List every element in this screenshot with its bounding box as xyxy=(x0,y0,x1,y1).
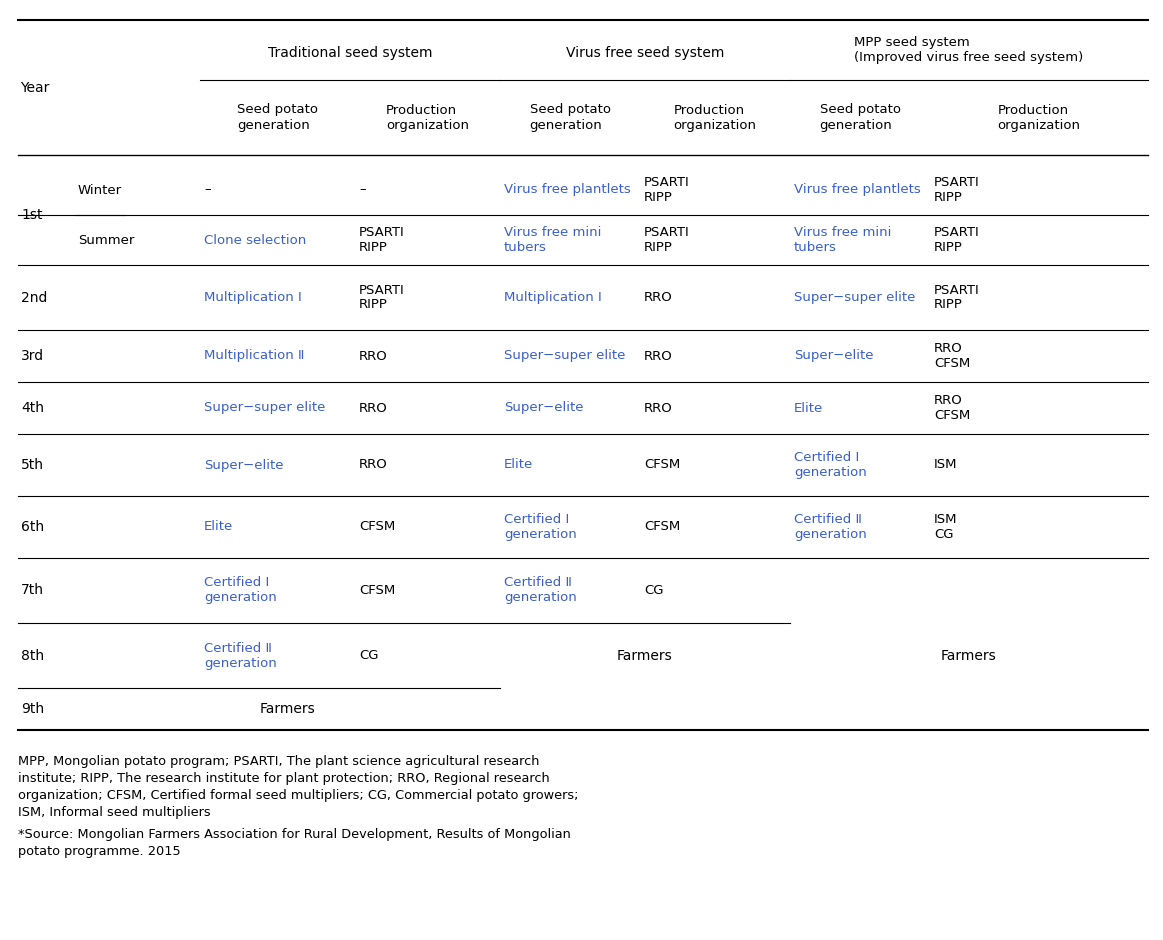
Text: CFSM: CFSM xyxy=(644,521,680,534)
Text: Virus free seed system: Virus free seed system xyxy=(566,46,725,60)
Text: Certified Ⅰ
generation: Certified Ⅰ generation xyxy=(204,576,277,604)
Text: –: – xyxy=(359,183,365,196)
Text: RRO: RRO xyxy=(359,401,387,415)
Text: Elite: Elite xyxy=(794,401,823,415)
Text: Production
organization: Production organization xyxy=(386,103,469,132)
Text: 8th: 8th xyxy=(21,649,44,663)
Text: Year: Year xyxy=(20,81,49,95)
Text: Super−elite: Super−elite xyxy=(794,350,873,363)
Text: Certified Ⅱ
generation: Certified Ⅱ generation xyxy=(504,576,577,604)
Text: *Source: Mongolian Farmers Association for Rural Development, Results of Mongoli: *Source: Mongolian Farmers Association f… xyxy=(17,828,571,841)
Text: Virus free mini
tubers: Virus free mini tubers xyxy=(504,226,601,254)
Text: MPP, Mongolian potato program; PSARTI, The plant science agricultural research: MPP, Mongolian potato program; PSARTI, T… xyxy=(17,755,540,768)
Text: PSARTI
RIPP: PSARTI RIPP xyxy=(934,284,979,311)
Text: Winter: Winter xyxy=(78,183,122,196)
Text: ISM, Informal seed multipliers: ISM, Informal seed multipliers xyxy=(17,806,211,819)
Text: Certified Ⅰ
generation: Certified Ⅰ generation xyxy=(794,451,866,479)
Text: Multiplication Ⅱ: Multiplication Ⅱ xyxy=(204,350,305,363)
Text: PSARTI
RIPP: PSARTI RIPP xyxy=(934,226,979,254)
Text: Elite: Elite xyxy=(504,459,534,472)
Text: RRO
CFSM: RRO CFSM xyxy=(934,394,970,422)
Text: Multiplication Ⅰ: Multiplication Ⅰ xyxy=(504,291,601,304)
Text: Multiplication Ⅰ: Multiplication Ⅰ xyxy=(204,291,301,304)
Text: Seed potato
generation: Seed potato generation xyxy=(529,103,611,132)
Text: CG: CG xyxy=(644,584,664,597)
Text: PSARTI
RIPP: PSARTI RIPP xyxy=(934,176,979,204)
Text: CG: CG xyxy=(359,649,378,662)
Text: Super−elite: Super−elite xyxy=(504,401,584,415)
Text: PSARTI
RIPP: PSARTI RIPP xyxy=(359,284,405,311)
Text: RRO: RRO xyxy=(644,401,672,415)
Text: Summer: Summer xyxy=(78,233,135,246)
Text: –: – xyxy=(204,183,211,196)
Text: CFSM: CFSM xyxy=(644,459,680,472)
Text: Virus free plantlets: Virus free plantlets xyxy=(794,183,921,196)
Text: RRO: RRO xyxy=(644,291,672,304)
Text: Elite: Elite xyxy=(204,521,234,534)
Text: Farmers: Farmers xyxy=(259,702,315,716)
Text: Virus free mini
tubers: Virus free mini tubers xyxy=(794,226,891,254)
Text: 1st: 1st xyxy=(21,208,43,222)
Text: Certified Ⅰ
generation: Certified Ⅰ generation xyxy=(504,513,577,541)
Text: 4th: 4th xyxy=(21,401,44,415)
Text: Super−super elite: Super−super elite xyxy=(204,401,326,415)
Text: Certified Ⅱ
generation: Certified Ⅱ generation xyxy=(794,513,866,541)
Text: Seed potato
generation: Seed potato generation xyxy=(237,103,317,132)
Text: 6th: 6th xyxy=(21,520,44,534)
Text: Virus free plantlets: Virus free plantlets xyxy=(504,183,630,196)
Text: Super−elite: Super−elite xyxy=(204,459,284,472)
Text: PSARTI
RIPP: PSARTI RIPP xyxy=(359,226,405,254)
Text: CFSM: CFSM xyxy=(359,584,395,597)
Text: Farmers: Farmers xyxy=(941,649,997,663)
Text: ISM
CG: ISM CG xyxy=(934,513,957,541)
Text: Production
organization: Production organization xyxy=(998,103,1080,132)
Text: institute; RIPP, The research institute for plant protection; RRO, Regional rese: institute; RIPP, The research institute … xyxy=(17,772,550,785)
Text: ISM: ISM xyxy=(934,459,957,472)
Text: RRO
CFSM: RRO CFSM xyxy=(934,342,970,370)
Text: MPP seed system
(Improved virus free seed system): MPP seed system (Improved virus free see… xyxy=(855,36,1084,64)
Text: 2nd: 2nd xyxy=(21,290,48,305)
Text: 9th: 9th xyxy=(21,702,44,716)
Text: PSARTI
RIPP: PSARTI RIPP xyxy=(644,226,690,254)
Text: Seed potato
generation: Seed potato generation xyxy=(820,103,900,132)
Text: Super−super elite: Super−super elite xyxy=(794,291,915,304)
Text: Super−super elite: Super−super elite xyxy=(504,350,626,363)
Text: 5th: 5th xyxy=(21,458,44,472)
Text: Certified Ⅱ
generation: Certified Ⅱ generation xyxy=(204,641,277,669)
Text: RRO: RRO xyxy=(359,459,387,472)
Text: 7th: 7th xyxy=(21,584,44,598)
Text: CFSM: CFSM xyxy=(359,521,395,534)
Text: RRO: RRO xyxy=(359,350,387,363)
Text: Clone selection: Clone selection xyxy=(204,233,306,246)
Text: PSARTI
RIPP: PSARTI RIPP xyxy=(644,176,690,204)
Text: RRO: RRO xyxy=(644,350,672,363)
Text: organization; CFSM, Certified formal seed multipliers; CG, Commercial potato gro: organization; CFSM, Certified formal see… xyxy=(17,789,578,802)
Text: Traditional seed system: Traditional seed system xyxy=(267,46,433,60)
Text: Farmers: Farmers xyxy=(618,649,673,663)
Text: potato programme. 2015: potato programme. 2015 xyxy=(17,845,180,858)
Text: 3rd: 3rd xyxy=(21,349,44,363)
Text: Production
organization: Production organization xyxy=(673,103,756,132)
